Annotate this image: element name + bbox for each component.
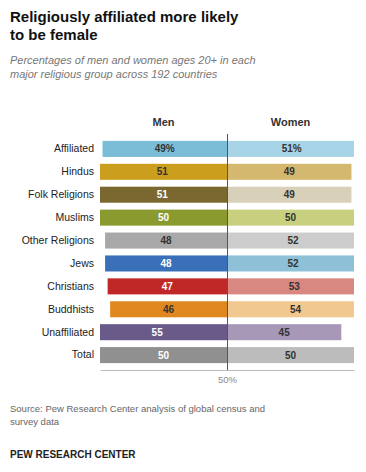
x-tick: 50% [218,134,238,385]
data-label: 53 [289,281,301,292]
y-tick: Hindus [61,165,100,177]
title: Religiously affiliated more likelyto be … [10,8,239,43]
bar [227,164,351,180]
y-tick-label: Other Religions [22,234,94,246]
y-tick: Buddhists [48,303,100,315]
column-header: Women [271,116,311,128]
data-label: 48 [160,235,172,246]
data-label: 49 [284,189,296,200]
data-label: 50 [285,350,297,361]
bar [227,141,354,157]
y-tick: Christians [47,280,100,292]
y-tick-label: Christians [47,280,94,292]
y-tick-label: Jews [70,257,94,269]
bar [227,301,354,317]
chart: Religiously affiliated more likelyto be … [0,0,366,472]
bar [105,255,227,271]
footer: PEW RESEARCH CENTER [10,449,136,460]
data-label: 52 [287,258,299,269]
bar [110,301,227,317]
bar [227,324,341,340]
data-label: 48 [160,258,172,269]
y-tick-label: Hindus [61,165,94,177]
y-tick: Muslims [56,211,101,223]
source-line: survey data [10,416,60,427]
x-axis-line [101,370,355,371]
data-label: 51 [157,166,169,177]
y-tick: Jews [70,257,100,269]
data-label: 51 [157,189,169,200]
data-label: 50 [158,212,170,223]
data-label: 51% [282,143,302,154]
bar [227,233,354,249]
divider-line [227,134,228,370]
data-label: 49% [155,143,175,154]
bar [100,347,227,363]
y-tick-label: Affiliated [54,142,94,154]
y-tick: Folk Religions [28,188,100,200]
data-label: 52 [287,235,299,246]
data-label: 47 [162,281,174,292]
y-tick: Other Religions [22,234,100,246]
data-label: 55 [152,327,164,338]
data-label: 50 [285,212,297,223]
bar [227,187,351,203]
y-axis: Affiliated Hindus Folk Religions Muslims Oth… [22,142,100,360]
bar [103,141,227,157]
plot: 49% 51 51 50 48 48 47 46 55 50 51% 49 49 50 52 52 53 54 45… [22,116,365,385]
title-line: to be female [10,26,98,43]
source: Source: Pew Research Center analysis of … [10,403,265,427]
y-tick: Total [72,348,100,360]
bar [227,278,354,294]
data-label: 50 [158,350,170,361]
y-tick-label: Folk Religions [28,188,94,200]
bar [100,210,227,226]
bar [100,164,227,180]
data-label: 46 [163,304,175,315]
bar [227,255,354,271]
bar [227,210,354,226]
y-tick: Unaffiliated [42,326,100,338]
x-tick-label: 50% [218,374,238,385]
bar [100,324,227,340]
data-label: 45 [279,327,291,338]
y-tick-label: Buddhists [48,303,94,315]
data-label: 49 [284,166,296,177]
y-tick: Affiliated [54,142,100,154]
x-axis: 50% [101,134,355,385]
column-header: Men [153,116,175,128]
y-tick-label: Unaffiliated [42,326,95,338]
bar [105,233,227,249]
data-labels: 49% 51 51 50 48 48 47 46 55 50 51% 49 49 50 52 52 53 54 45… [152,143,302,360]
title-line: Religiously affiliated more likely [10,8,239,25]
y-tick-label: Muslims [56,211,95,223]
subtitle-line: major religious group across 192 countri… [10,68,218,80]
subtitle-line: Percentages of men and women ages 20+ in… [10,54,256,66]
subtitle: Percentages of men and women ages 20+ in… [10,54,256,80]
y-tick-label: Total [72,348,94,360]
bar [108,278,227,294]
bar [227,347,354,363]
source-line: Source: Pew Research Center analysis of … [10,403,265,414]
data-label: 54 [290,304,302,315]
bar [100,187,227,203]
